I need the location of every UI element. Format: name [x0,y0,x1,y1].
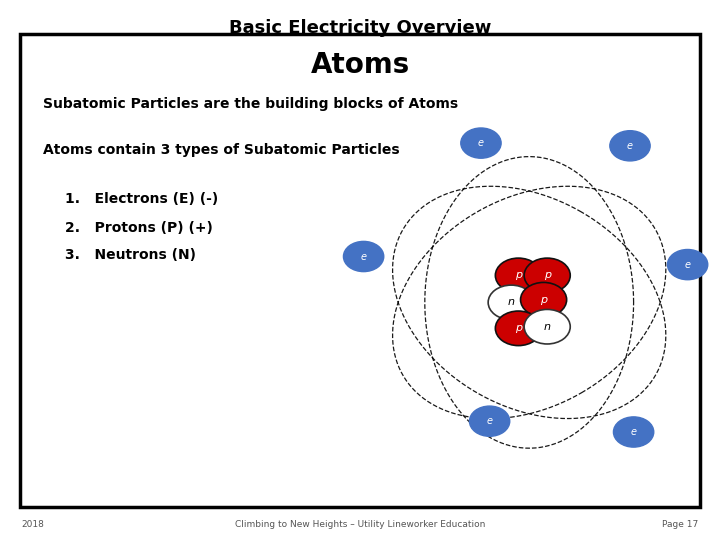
Text: Basic Electricity Overview: Basic Electricity Overview [229,19,491,37]
Text: 3.   Neutrons (N): 3. Neutrons (N) [65,248,196,262]
Circle shape [469,406,510,436]
Circle shape [461,128,501,158]
Text: p: p [540,295,547,305]
Text: e: e [685,260,690,269]
Circle shape [495,258,541,293]
Text: n: n [544,322,551,332]
Text: Atoms contain 3 types of Subatomic Particles: Atoms contain 3 types of Subatomic Parti… [43,143,400,157]
Text: e: e [478,138,484,148]
Text: 2.   Protons (P) (+): 2. Protons (P) (+) [65,221,212,235]
FancyBboxPatch shape [20,34,700,507]
Circle shape [521,282,567,317]
Circle shape [488,285,534,320]
Text: e: e [627,141,633,151]
Text: n: n [508,298,515,307]
Text: e: e [487,416,492,426]
Text: p: p [544,271,551,280]
Text: p: p [515,271,522,280]
Text: Subatomic Particles are the building blocks of Atoms: Subatomic Particles are the building blo… [43,97,459,111]
Text: e: e [631,427,636,437]
Text: 1.   Electrons (E) (-): 1. Electrons (E) (-) [65,192,218,206]
Circle shape [524,258,570,293]
Circle shape [495,311,541,346]
Text: e: e [361,252,366,261]
Circle shape [613,417,654,447]
Circle shape [610,131,650,161]
Circle shape [343,241,384,272]
Text: Climbing to New Heights – Utility Lineworker Education: Climbing to New Heights – Utility Linewo… [235,521,485,529]
Text: 2018: 2018 [22,521,45,529]
Text: Page 17: Page 17 [662,521,698,529]
Circle shape [667,249,708,280]
Circle shape [524,309,570,344]
Text: Atoms: Atoms [310,51,410,79]
Text: p: p [515,323,522,333]
